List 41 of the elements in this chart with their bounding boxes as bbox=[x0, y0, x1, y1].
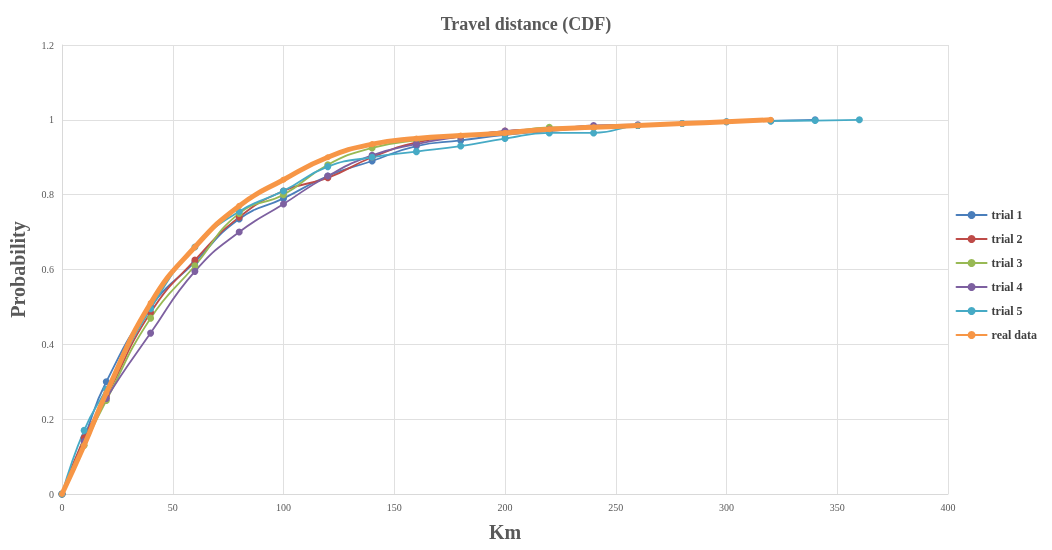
x-tick-label: 50 bbox=[167, 501, 178, 513]
legend-label: real data bbox=[991, 328, 1038, 342]
chart-title: Travel distance (CDF) bbox=[440, 14, 612, 35]
x-tick-label: 300 bbox=[719, 501, 734, 513]
point bbox=[147, 329, 155, 337]
legend-label: trial 5 bbox=[991, 304, 1023, 318]
point bbox=[369, 141, 376, 148]
y-tick-label: 0.8 bbox=[41, 189, 54, 201]
x-tick-label: 100 bbox=[276, 501, 291, 513]
point bbox=[235, 228, 243, 236]
x-tick-label: 0 bbox=[59, 501, 65, 513]
point bbox=[147, 314, 155, 322]
y-tick-label: 0.6 bbox=[41, 264, 54, 275]
legend-label: trial 4 bbox=[991, 280, 1023, 294]
point bbox=[236, 202, 243, 209]
point bbox=[412, 148, 420, 156]
y-tick-label: 1.2 bbox=[41, 39, 54, 51]
y-tick-label: 0.2 bbox=[41, 413, 54, 425]
y-tick-label: 1 bbox=[49, 114, 54, 126]
y-tick-label: 0.4 bbox=[41, 338, 54, 350]
point bbox=[324, 154, 331, 161]
point bbox=[147, 300, 154, 307]
x-tick-label: 250 bbox=[608, 501, 624, 513]
x-tick-label: 400 bbox=[940, 501, 956, 513]
point bbox=[103, 389, 110, 396]
point bbox=[457, 142, 465, 150]
legend-label: trial 3 bbox=[991, 256, 1023, 270]
legend-label: trial 2 bbox=[991, 232, 1023, 246]
x-tick-label: 150 bbox=[386, 501, 402, 513]
point bbox=[590, 129, 598, 137]
legend-label: trial 1 bbox=[991, 208, 1023, 222]
point bbox=[191, 267, 199, 275]
y-axis-title: Probability bbox=[7, 221, 30, 318]
point bbox=[80, 426, 88, 434]
x-tick-label: 350 bbox=[829, 501, 845, 513]
point bbox=[280, 200, 287, 208]
point bbox=[855, 116, 863, 124]
point bbox=[501, 135, 509, 143]
y-tick-label: 0 bbox=[49, 488, 54, 500]
x-tick-label: 200 bbox=[497, 501, 513, 513]
x-axis-title: Km bbox=[488, 521, 522, 543]
